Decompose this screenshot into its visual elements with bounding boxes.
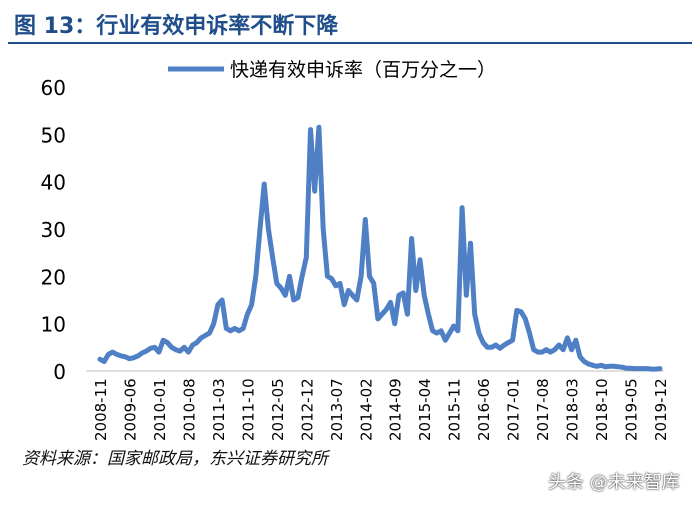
y-tick-label: 10: [41, 313, 66, 337]
x-tick-label: 2010-08: [180, 378, 198, 441]
x-tick-label: 2016-06: [475, 378, 493, 441]
x-axis: 2008-11 2009-06 2010-01 2010-08 2011-03 2011-…: [86, 370, 670, 441]
y-tick-label: 0: [53, 360, 66, 384]
x-tick-label: 2017-08: [534, 378, 552, 441]
x-tick-label: 2011-03: [210, 378, 228, 441]
x-tick-label: 2012-12: [298, 378, 316, 441]
y-tick-label: 30: [41, 218, 66, 242]
x-tick-label: 2008-11: [92, 378, 110, 441]
x-tick-label: 2011-10: [239, 378, 257, 441]
series-layer: [97, 124, 663, 372]
x-tick-label: 2019-05: [623, 378, 641, 441]
watermark: 头条 @未来智库: [548, 472, 680, 493]
x-tick-label: 2014-02: [357, 378, 375, 441]
legend-label: 快递有效申诉率（百万分之一）: [230, 59, 496, 81]
x-tick-label: 2014-09: [387, 378, 405, 441]
x-tick-label: 2012-05: [269, 378, 287, 441]
x-tick-label: 2009-06: [121, 378, 139, 441]
x-tick-label: 2015-11: [446, 378, 464, 441]
x-tick-label: 2013-07: [328, 378, 346, 441]
figure-title: 图 13：行业有效申诉率不断下降: [14, 14, 339, 39]
legend: 快递有效申诉率（百万分之一）: [168, 59, 496, 81]
y-tick-label: 60: [41, 76, 66, 100]
x-tick-label: 2018-10: [593, 378, 611, 441]
title-underline: [8, 42, 692, 44]
y-tick-label: 20: [41, 265, 66, 289]
x-tick-label: 2015-04: [416, 378, 434, 441]
y-axis: 0 10 20 30 40 50 60: [41, 76, 66, 384]
source-note: 资料来源：国家邮政局，东兴证券研究所: [22, 449, 328, 469]
x-tick-label: 2010-01: [151, 378, 169, 441]
series-line: [97, 124, 663, 372]
x-tick-label: 2019-12: [652, 378, 670, 441]
x-tick-label: 2017-01: [505, 378, 523, 441]
y-tick-label: 50: [41, 123, 66, 147]
x-tick-label: 2018-03: [564, 378, 582, 441]
y-tick-label: 40: [41, 171, 66, 195]
